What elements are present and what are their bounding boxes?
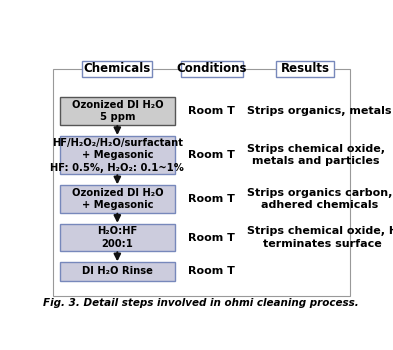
Text: Room T: Room T <box>188 266 235 277</box>
Text: Ozonized DI H₂O
+ Megasonic: Ozonized DI H₂O + Megasonic <box>72 188 163 210</box>
Text: DI H₂O Rinse: DI H₂O Rinse <box>82 266 153 277</box>
Text: Fig. 3. Detail steps involved in ohmi cleaning process.: Fig. 3. Detail steps involved in ohmi cl… <box>43 298 359 308</box>
Text: Room T: Room T <box>188 233 235 243</box>
Text: Conditions: Conditions <box>176 62 247 76</box>
Text: Strips organics, metals: Strips organics, metals <box>247 106 391 116</box>
Text: Strips chemical oxide, H
terminates surface: Strips chemical oxide, H terminates surf… <box>247 226 393 249</box>
Bar <box>181 61 243 77</box>
Text: Room T: Room T <box>188 106 235 116</box>
Bar <box>60 97 174 125</box>
Text: Strips organics carbon,
adhered chemicals: Strips organics carbon, adhered chemical… <box>247 188 392 210</box>
Bar <box>60 136 174 174</box>
Bar <box>276 61 334 77</box>
Text: Room T: Room T <box>188 150 235 160</box>
Bar <box>60 185 174 213</box>
Bar <box>83 61 152 77</box>
Bar <box>60 262 174 281</box>
Bar <box>53 69 350 296</box>
Text: Results: Results <box>280 62 329 76</box>
Text: Room T: Room T <box>188 194 235 204</box>
Text: Ozonized DI H₂O
5 ppm: Ozonized DI H₂O 5 ppm <box>72 100 163 122</box>
Text: HF/H₂O₂/H₂O/surfactant
+ Megasonic
HF: 0.5%, H₂O₂: 0.1~1%: HF/H₂O₂/H₂O/surfactant + Megasonic HF: 0… <box>50 138 184 173</box>
Text: Strips chemical oxide,
metals and particles: Strips chemical oxide, metals and partic… <box>247 144 385 166</box>
Text: Chemicals: Chemicals <box>84 62 151 76</box>
Text: H₂O:HF
200:1: H₂O:HF 200:1 <box>97 226 138 249</box>
Bar <box>60 224 174 251</box>
